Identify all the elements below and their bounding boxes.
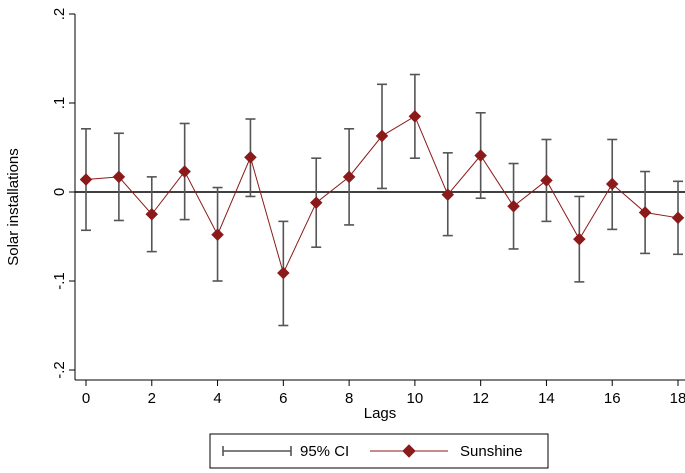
x-tick-label: 16 [604,390,621,407]
x-tick-label: 0 [82,390,90,407]
legend-series-marker [402,444,416,458]
data-point [441,188,455,202]
y-tick-label: -.2 [51,361,68,379]
legend-ci-key [222,446,292,456]
data-point [375,129,389,143]
data-point [605,177,619,191]
data-point [540,174,553,187]
legend-series-label: Sunshine [460,443,523,460]
legend-series-key [370,444,448,458]
x-tick-label: 6 [279,390,287,407]
data-point [309,196,323,210]
y-tick-label: .1 [51,97,68,110]
x-tick-label: 10 [407,390,424,407]
x-axis-title: Lags [364,405,397,422]
legend: 95% CI Sunshine [209,433,549,469]
confidence-intervals [81,73,683,327]
data-point [112,170,126,184]
x-tick-label: 14 [538,390,555,407]
data-point [211,228,224,242]
x-tick-label: 18 [670,390,685,407]
y-tick-label: .2 [51,8,68,21]
data-point [342,170,356,184]
y-tick-label: -.1 [51,272,68,290]
y-axis-title: Solar installations [5,148,22,266]
legend-ci-label: 95% CI [300,443,349,460]
data-point [178,165,192,178]
x-tick-label: 2 [148,390,156,407]
data-point [79,173,93,186]
data-point [507,199,520,213]
sunshine-series [79,109,685,280]
data-point [276,266,290,280]
x-tick-label: 8 [345,390,353,407]
data-point [638,206,652,219]
y-tick-label: 0 [51,188,68,196]
plot-axes: -.2 -.1 0 .1 .2 0 2 4 6 8 10 12 14 16 18 [51,8,685,407]
data-point [474,149,488,162]
x-tick-label: 4 [213,390,221,407]
data-point [671,211,685,225]
data-point [408,109,422,123]
data-point [145,207,159,221]
data-point [572,232,586,246]
x-tick-label: 12 [472,390,489,407]
data-point [244,150,257,164]
